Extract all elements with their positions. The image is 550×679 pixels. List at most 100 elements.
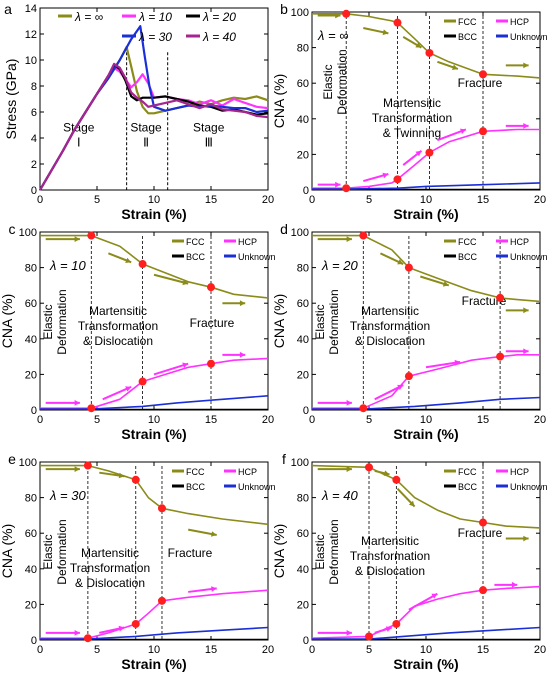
legend-entry: FCC: [458, 237, 477, 247]
hcp-trend-arrow-head: [335, 181, 341, 188]
panel-letter: f: [282, 451, 286, 467]
y-tick-label: 80: [25, 263, 37, 275]
legend-entry: Unknown: [510, 252, 548, 262]
data-marker: [87, 231, 96, 240]
y-tick-label: 40: [297, 334, 309, 346]
fcc-trend-arrow-head: [211, 531, 217, 537]
data-marker: [425, 148, 434, 157]
y-axis-label: CNA (%): [271, 294, 287, 348]
data-marker: [131, 619, 140, 628]
hcp-trend-arrow-head: [460, 128, 466, 134]
data-marker: [342, 9, 351, 18]
y-tick-label: 60: [297, 298, 309, 310]
hcp-trend-arrow-head: [346, 400, 352, 406]
data-marker: [425, 48, 434, 57]
lambda-label: λ = ∞: [317, 28, 348, 43]
y-axis-label: CNA (%): [0, 524, 15, 578]
y-tick-label: 100: [291, 457, 309, 469]
x-tick-label: 5: [94, 414, 100, 426]
data-marker: [479, 518, 487, 527]
data-marker: [83, 461, 92, 470]
x-tick-label: 10: [420, 194, 432, 206]
legend-entry: λ = 40: [202, 30, 236, 44]
y-tick-label: 40: [297, 114, 309, 126]
data-marker: [138, 260, 147, 269]
fcc-trend-arrow-head: [118, 472, 125, 479]
y-tick-label: 0: [31, 405, 37, 417]
data-marker: [342, 184, 351, 193]
legend-entry: FCC: [186, 237, 205, 247]
hcp-trend-arrow-head: [125, 386, 132, 392]
data-marker: [393, 175, 402, 184]
fcc-trend-arrow-head: [346, 466, 352, 472]
data-marker: [392, 475, 401, 484]
x-tick-label: 15: [205, 414, 217, 426]
y-tick-label: 80: [297, 263, 309, 275]
fcc-trend-arrow-head: [523, 307, 529, 314]
fcc-trend-arrow-head: [408, 500, 415, 507]
panel-letter: c: [9, 221, 16, 237]
x-tick-label: 0: [309, 644, 315, 656]
legend-entry: FCC: [458, 17, 477, 27]
fcc-trend-arrow: [153, 273, 189, 285]
panel-f: 0 5 10 15 20 0 20 40 60 80 100 Strain (%) CNA (%) f FC…: [271, 451, 548, 672]
fcc-trend-arrow-head: [442, 281, 449, 287]
y-tick-label: 60: [25, 298, 37, 310]
panel-b: 0 5 10 15 20 0 20 40 60 80 100 Strain (%) CNA (%) b FC…: [271, 1, 548, 222]
y-tick-label: 80: [297, 493, 309, 505]
x-axis-label: Strain (%): [121, 206, 186, 222]
y-tick-label: 8: [31, 81, 37, 93]
panel-d: 0 5 10 15 20 0 20 40 60 80 100 Strain (%) CNA (%) d FC…: [271, 221, 548, 442]
stage-label: Stage Ⅱ: [130, 121, 162, 150]
y-tick-label: 4: [31, 133, 37, 145]
lambda-label: λ = 40: [321, 488, 358, 503]
legend-entry: FCC: [186, 467, 205, 477]
hcp-trend-arrow-head: [415, 150, 422, 157]
legend-entry: BCC: [186, 482, 206, 492]
legend-entry: BCC: [186, 252, 206, 262]
fcc-trend-arrow-head: [523, 535, 529, 542]
x-tick-label: 20: [534, 644, 546, 656]
series-line-unknown: [312, 396, 541, 410]
legend-entry: λ = 30: [138, 30, 172, 44]
data-marker: [496, 293, 505, 302]
data-marker: [479, 70, 487, 79]
hcp-trend-arrow: [408, 592, 438, 611]
hcp-trend-arrow: [374, 384, 404, 401]
y-tick-label: 80: [25, 493, 37, 505]
x-axis-label: Strain (%): [393, 656, 458, 672]
data-marker: [404, 372, 413, 381]
series-line-unknown: [40, 626, 269, 640]
y-tick-label: 40: [25, 564, 37, 576]
panel-letter: a: [4, 1, 12, 17]
legend-entry: HCP: [510, 237, 529, 247]
data-marker: [157, 504, 166, 513]
hcp-trend-arrow-head: [118, 625, 125, 632]
x-tick-label: 5: [366, 414, 372, 426]
annotation-elastic: ElasticDeformation: [41, 519, 69, 584]
x-tick-label: 10: [420, 644, 432, 656]
legend-entry: HCP: [510, 467, 529, 477]
stage-label: Stage Ⅲ: [193, 121, 225, 150]
x-tick-label: 0: [309, 194, 315, 206]
annotation-fracture: Fracture: [462, 294, 507, 308]
fcc-trend-arrow-head: [523, 62, 529, 69]
fcc-trend-arrow-head: [74, 236, 80, 242]
series-line-fcc: [40, 234, 269, 299]
legend-entry: BCC: [458, 252, 478, 262]
hcp-trend-arrow: [153, 362, 189, 376]
x-tick-label: 0: [37, 644, 43, 656]
x-tick-label: 0: [37, 194, 43, 206]
y-tick-label: 60: [25, 528, 37, 540]
x-tick-label: 5: [94, 644, 100, 656]
hcp-trend-arrow-head: [385, 626, 392, 632]
y-tick-label: 10: [25, 55, 37, 67]
y-tick-label: 20: [297, 149, 309, 161]
fcc-trend-arrow-head: [346, 236, 352, 242]
y-tick-label: 2: [31, 159, 37, 171]
y-axis-label: Stress (GPa): [3, 59, 19, 140]
hcp-trend-arrow-head: [211, 586, 217, 592]
fcc-trend-arrow-head: [415, 42, 422, 48]
y-tick-label: 0: [303, 185, 309, 197]
data-marker: [496, 352, 505, 361]
